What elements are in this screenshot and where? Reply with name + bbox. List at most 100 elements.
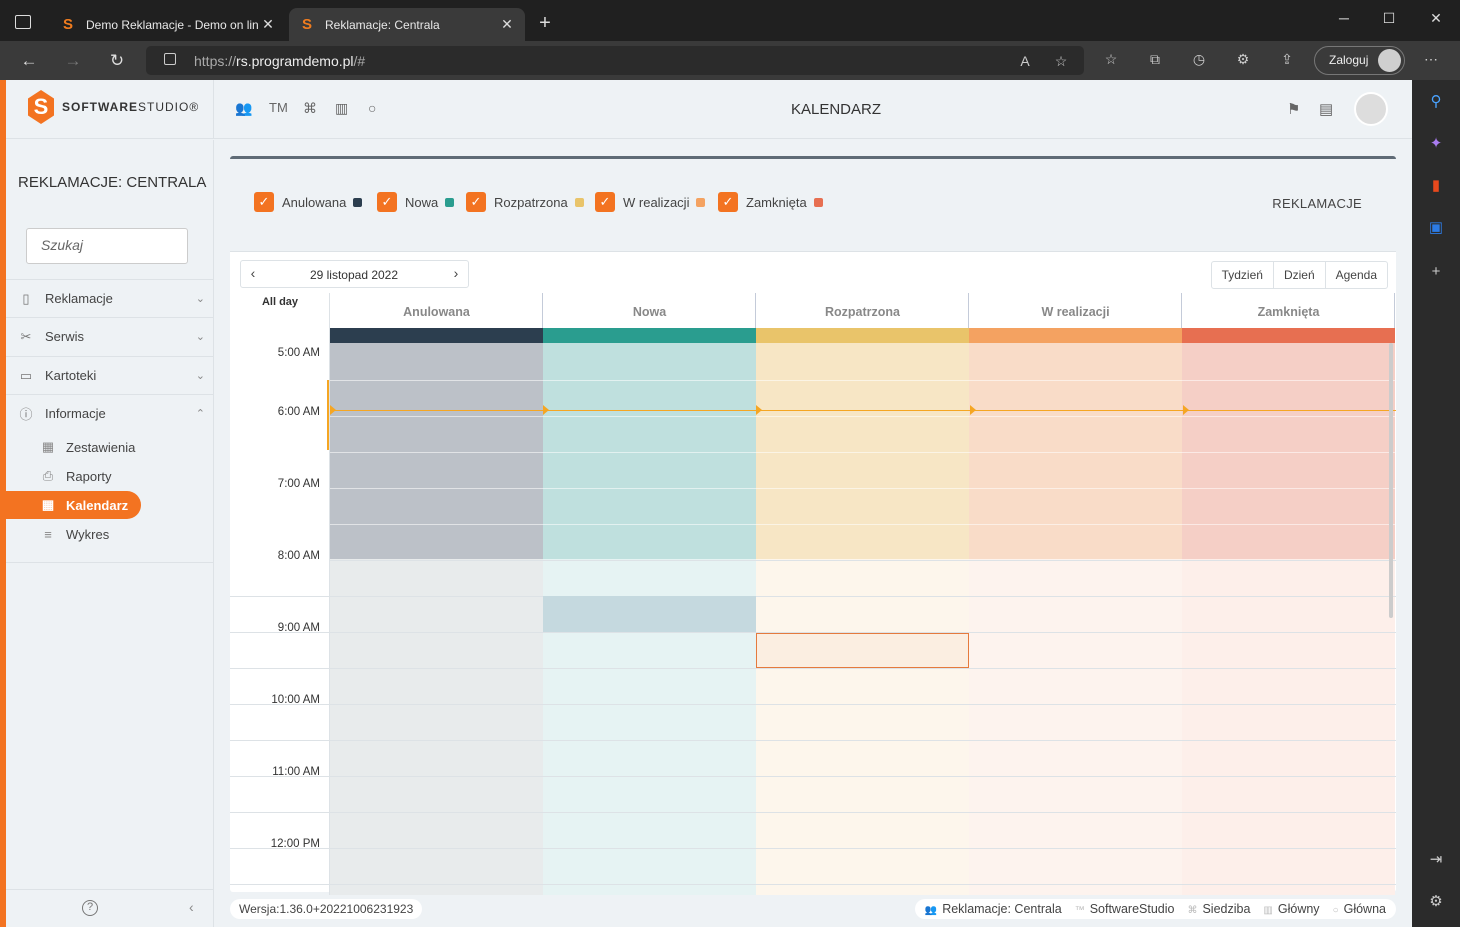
filter-w-realizacji[interactable]: ✓ W realizacji [595,192,706,212]
add-sidebar-icon[interactable]: + [1431,263,1441,280]
sidebar-settings-icon[interactable]: ⚙ [1429,893,1443,910]
filter-anulowana[interactable]: ✓ Anulowana [254,192,363,212]
tab-actions-icon[interactable] [15,15,31,29]
document-icon: ▯ [22,290,30,306]
login-button[interactable]: Zaloguj [1314,46,1405,75]
column-header: Rozpatrzona [825,305,900,319]
column-rozpatrzona[interactable]: Rozpatrzona [756,293,969,895]
column-anulowana[interactable]: Anulowana [330,293,543,895]
outlook-icon[interactable]: ▣ [1428,219,1444,236]
filter-zamknieta[interactable]: ✓ Zamknięta [718,192,823,212]
window-close-icon[interactable]: ✕ [1430,10,1442,26]
filter-nowa[interactable]: ✓ Nowa [377,192,455,212]
calendar-event[interactable] [543,596,756,632]
flag-icon[interactable]: ⚑ [1287,101,1301,118]
lock-icon[interactable] [164,53,176,65]
view-week-button[interactable]: Tydzień [1221,268,1263,282]
sidebar-subitem-wykres[interactable]: ≡ Wykres [40,520,109,548]
extensions-icon[interactable]: ⚙ [1236,51,1250,67]
status-bar [330,328,543,343]
free-slots[interactable] [1182,559,1395,895]
sidebar-item-kartoteki[interactable]: ▭ Kartoteki ⌄ [6,356,213,394]
users-icon[interactable]: 👥 [235,100,253,116]
crumb-item[interactable]: 👥 Reklamacje: Centrala [924,902,1062,916]
share-icon[interactable]: ⇪ [1281,51,1293,67]
crumb-item[interactable]: ○ Główna [1332,902,1386,916]
busy-slots[interactable] [543,343,756,559]
sidebar-item-reklamacje[interactable]: ▯ Reklamacje ⌄ [6,279,213,317]
browser-tab-1[interactable]: S Demo Reklamacje - Demo on lin ✕ [50,8,286,41]
search-input[interactable]: Szukaj [26,228,188,264]
back-icon[interactable]: ← [20,51,38,70]
current-date[interactable]: 29 listopad 2022 [309,268,399,282]
column-nowa[interactable]: Nowa [543,293,756,895]
copilot-icon[interactable]: ✦ [1429,135,1443,152]
sidebar-subitem-label: Raporty [66,468,112,484]
org-icon[interactable]: ⌘ [303,100,317,116]
checkbox-checked-icon[interactable]: ✓ [595,192,615,212]
checkbox-checked-icon[interactable]: ✓ [377,192,397,212]
close-tab-icon[interactable]: ✕ [501,16,513,32]
free-slots[interactable] [756,559,969,895]
view-agenda-button[interactable]: Agenda [1324,262,1387,288]
sidebar-item-informacje[interactable]: ⓘ Informacje ⌃ [6,394,213,432]
free-slots[interactable] [969,559,1182,895]
id-card-icon[interactable]: ▤ [1319,101,1334,118]
checkbox-checked-icon[interactable]: ✓ [718,192,738,212]
maximize-icon[interactable]: ☐ [1382,10,1396,26]
view-day-button[interactable]: Dzień [1272,262,1325,288]
sidebar-subitem-kalendarz[interactable]: ▦ Kalendarz [0,491,141,519]
busy-slots[interactable] [756,343,969,559]
busy-slots[interactable] [1182,343,1395,559]
time-label: 6:00 AM [277,406,320,418]
status-bar [1182,328,1395,343]
filter-rozpatrzona[interactable]: ✓ Rozpatrzona [466,192,584,212]
favorites-icon[interactable]: ☆ [1104,51,1118,67]
browser-tab-2[interactable]: S Reklamacje: Centrala ✕ [289,8,525,41]
printer-icon: ⎙ [42,468,54,483]
sidebar-item-serwis[interactable]: ✂ Serwis ⌄ [6,317,213,355]
checkbox-checked-icon[interactable]: ✓ [254,192,274,212]
grid-line [230,848,1396,849]
close-tab-icon[interactable]: ✕ [262,16,274,32]
read-aloud-icon[interactable]: A [1020,53,1030,69]
sidebar-panel-icon[interactable]: ⇥ [1429,851,1443,868]
reload-icon[interactable]: ↻ [109,51,125,70]
collections-icon[interactable]: ⧉ [1150,51,1160,67]
next-date-button[interactable]: › [453,265,459,281]
free-slots[interactable] [330,559,543,895]
building-icon[interactable]: ▥ [335,100,349,116]
crumb-item[interactable]: ⌘ Siedziba [1187,902,1251,916]
scrollbar[interactable] [1389,343,1393,618]
new-tab-icon[interactable]: + [539,12,551,34]
busy-slots[interactable] [969,343,1182,559]
collapse-sidebar-icon[interactable]: ‹ [189,899,194,915]
busy-slots[interactable] [330,343,543,559]
logo[interactable]: S SOFTWARESTUDIO® [28,90,199,124]
tm-label[interactable]: TM [269,100,288,115]
more-menu-icon[interactable]: ⋯ [1424,51,1438,67]
history-icon[interactable]: ◷ [1192,51,1206,67]
checkbox-checked-icon[interactable]: ✓ [466,192,486,212]
column-zamknieta[interactable]: Zamknięta [1182,293,1395,895]
office-icon[interactable]: ▮ [1431,177,1441,194]
circle-icon[interactable]: ○ [368,100,377,116]
sidebar-subitem-zestawienia[interactable]: ▦ Zestawienia [40,433,136,461]
user-avatar[interactable] [1354,92,1388,126]
column-w-realizacji[interactable]: W realizacji [969,293,1182,895]
forward-icon[interactable]: → [64,51,82,70]
url-field[interactable]: https://rs.programdemo.pl/# A ☆ [146,46,1084,75]
crumb-item[interactable]: ™ SoftwareStudio [1074,902,1175,916]
add-favorite-icon[interactable]: ☆ [1054,53,1068,69]
crumb-item[interactable]: ▥ Główny [1263,902,1320,916]
chart-icon: ≡ [44,526,52,542]
context-breadcrumb: 👥 Reklamacje: Centrala ™ SoftwareStudio ⌘ S… [914,899,1396,919]
selected-slot[interactable] [756,633,969,668]
sidebar-subitem-raporty[interactable]: ⎙ Raporty [40,462,112,490]
prev-date-button[interactable]: ‹ [250,265,256,281]
status-color-swatch [813,197,823,207]
search-icon[interactable]: ⚲ [1430,93,1442,110]
current-time-arrow-icon [330,405,336,415]
help-icon[interactable]: ? [82,900,98,916]
minimize-icon[interactable]: ─ [1339,10,1349,26]
